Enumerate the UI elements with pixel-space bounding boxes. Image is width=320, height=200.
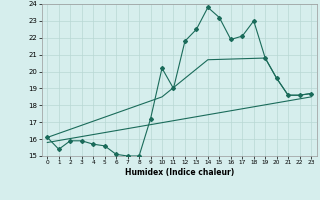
X-axis label: Humidex (Indice chaleur): Humidex (Indice chaleur) [124, 168, 234, 177]
